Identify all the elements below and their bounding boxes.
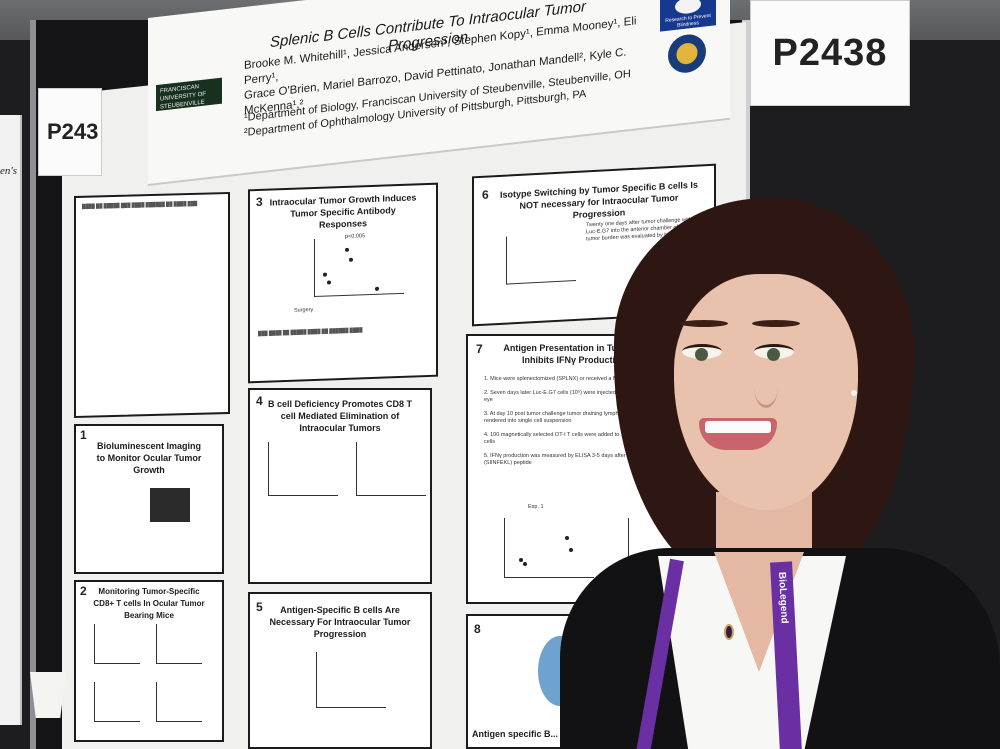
pendant-necklace <box>724 624 734 640</box>
poster-panel-1: 1 Bioluminescent Imaging to Monitor Ocul… <box>74 424 224 574</box>
intro-text: ████ ██ █████ ███ ████ ██████ ██ ████ ██… <box>82 200 198 209</box>
iris <box>695 348 708 361</box>
panel-number: 5 <box>256 600 263 614</box>
data-point <box>375 286 379 291</box>
poster-panel-4: 4 B cell Deficiency Promotes CD8 T cell … <box>248 388 432 584</box>
poster-panel-2: 2 Monitoring Tumor-Specific CD8+ T cells… <box>74 580 224 742</box>
survival-curve-plot <box>356 442 426 496</box>
left-eyebrow <box>680 320 728 327</box>
data-point <box>565 536 569 540</box>
panel-title: Bioluminescent Imaging to Monitor Ocular… <box>96 441 202 475</box>
poster-panel-3: 3 Intraocular Tumor Growth Induces Tumor… <box>248 182 438 384</box>
panel-number: 7 <box>476 342 483 356</box>
methods-item: 4. 100 magnetically selected OT-I T cell… <box>484 432 696 445</box>
rpb-logo-text: Research to Prevent Blindness <box>665 12 711 29</box>
methods-item: 1. Mice were splenectomized (SPLNX) or r… <box>484 376 650 382</box>
surgery-axis-label: Surgery <box>294 307 314 314</box>
panel-title: Antigen Presentation in Tumor Draining L… <box>503 343 693 365</box>
iris <box>767 348 780 361</box>
paper-cup <box>30 672 66 718</box>
experiment-label: Exp. 1 <box>528 504 544 510</box>
antibody-scatter-plot: p<0.005 <box>314 233 404 298</box>
methods-item: 2. Seven days later Luc-E.G7 cells (10⁵)… <box>484 390 694 403</box>
tetramer-plot <box>94 624 140 664</box>
left-eye <box>682 344 722 361</box>
earring <box>851 390 857 396</box>
data-point <box>345 247 349 252</box>
poster-panel-5: 5 Antigen-Specific B cells Are Necessary… <box>248 592 432 749</box>
eye-icon <box>675 0 701 15</box>
panel-number: 8 <box>474 622 481 636</box>
isotype-scatter-plot <box>506 232 576 285</box>
panel-number: 1 <box>80 428 87 442</box>
panel-title: Intraocular Tumor Growth Induces Tumor S… <box>269 192 417 230</box>
panel-number: 6 <box>482 187 489 202</box>
methods-list: 1. Mice were splenectomized (SPLNX) or r… <box>484 376 704 467</box>
panel-title: Antigen-Specific B cells Are Necessary F… <box>269 605 411 639</box>
tetramer-plot <box>94 682 140 722</box>
right-eyebrow <box>752 320 800 327</box>
survival-curve-plot <box>268 442 338 496</box>
booth-number-tag: P2438 <box>750 0 910 106</box>
data-point <box>523 562 527 566</box>
poster-panel-intro: ████ ██ █████ ███ ████ ██████ ██ ████ ██… <box>74 191 230 419</box>
franciscan-university-logo: Franciscan University of Steubenville <box>156 77 222 112</box>
bioluminescence-image <box>150 488 190 522</box>
tumor-free-curve-plot <box>316 652 386 708</box>
presenter-nose <box>754 366 778 408</box>
data-point <box>327 280 331 285</box>
smile <box>699 418 777 450</box>
panel-title: Monitoring Tumor-Specific CD8+ T cells I… <box>93 587 205 620</box>
right-eye <box>754 344 794 361</box>
tetramer-plot <box>156 682 202 722</box>
panel-number: 4 <box>256 394 263 408</box>
tetramer-plot <box>156 624 202 664</box>
panel-number: 2 <box>80 584 87 598</box>
panel-title: B cell Deficiency Promotes CD8 T cell Me… <box>267 399 413 433</box>
panel-number: 3 <box>256 194 263 210</box>
teeth <box>705 421 771 433</box>
panel-title: Antigen specific B... <box>472 729 559 739</box>
data-point <box>519 558 523 562</box>
neighbor-poster-text: en's <box>0 165 18 177</box>
neighbor-booth-number-tag: P243 <box>38 88 102 176</box>
panel-3-text: ███ ████ ██ █████ ████ ██ ██████ ████ <box>258 327 363 336</box>
data-point <box>323 272 327 277</box>
data-point <box>569 548 573 552</box>
ifng-scatter-plot <box>504 518 594 578</box>
university-seal-icon <box>668 32 706 75</box>
p-value-label: p<0.005 <box>345 233 366 240</box>
rpb-logo: Research to Prevent Blindness <box>660 0 716 32</box>
methods-item: 3. At day 10 post tumor challenge tumor … <box>484 411 685 424</box>
data-point <box>349 257 353 262</box>
methods-item: 5. IFNγ production was measured by ELISA… <box>484 453 690 466</box>
neighbor-poster <box>0 115 22 725</box>
